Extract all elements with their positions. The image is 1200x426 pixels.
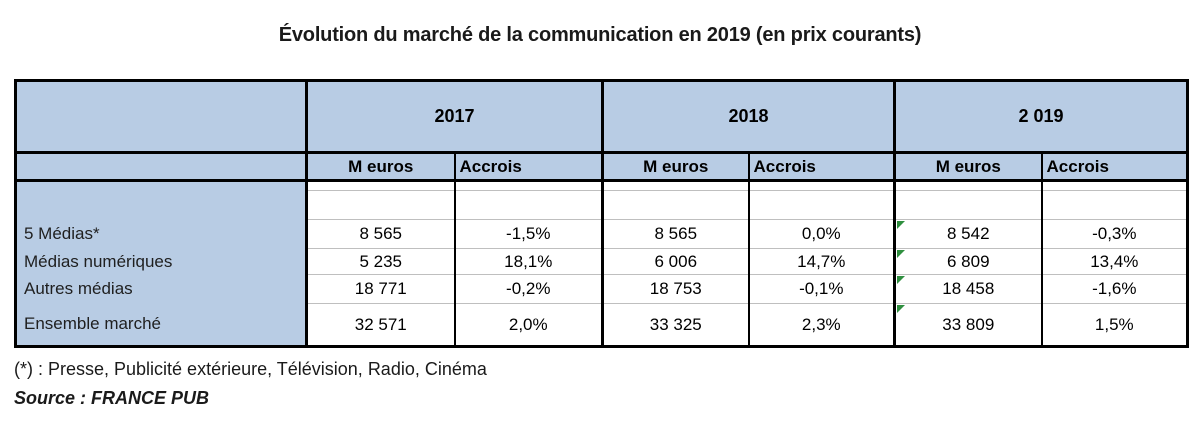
cell-flag-icon bbox=[897, 250, 906, 258]
spacer-cell bbox=[1040, 180, 1188, 191]
corner-cell bbox=[15, 80, 307, 154]
subheader-accrois-2017: Accrois bbox=[453, 152, 603, 182]
value-cell-2017-accrois: 2,0% bbox=[453, 303, 603, 347]
value-cell-2018-meuros: 8 565 bbox=[601, 219, 749, 249]
value-cell-2018-meuros: 33 325 bbox=[601, 303, 749, 347]
value-cell-2017-accrois: -1,5% bbox=[453, 219, 603, 249]
subheader-accrois-2019: Accrois bbox=[1040, 152, 1188, 182]
spacer-cell bbox=[453, 190, 603, 220]
row-label: Ensemble marché bbox=[15, 303, 307, 347]
value-cell-2019-accrois: 1,5% bbox=[1040, 303, 1188, 347]
page-title: Évolution du marché de la communication … bbox=[278, 24, 922, 46]
value-text: 8 542 bbox=[947, 224, 990, 243]
spacer-cell bbox=[747, 190, 895, 220]
year-header-row: 2017 2018 2 019 bbox=[15, 80, 1188, 154]
year-header-2019: 2 019 bbox=[893, 80, 1188, 154]
value-cell-2019-accrois: -1,6% bbox=[1040, 274, 1188, 304]
value-cell-2018-accrois: 14,7% bbox=[747, 248, 895, 275]
value-cell-2017-meuros: 18 771 bbox=[305, 274, 455, 304]
spacer-label-cell bbox=[15, 190, 307, 220]
row-label: 5 Médias* bbox=[15, 219, 307, 249]
value-cell-2017-meuros: 8 565 bbox=[305, 219, 455, 249]
spacer-label-cell bbox=[15, 180, 307, 191]
subheader-accrois-2018: Accrois bbox=[747, 152, 895, 182]
spacer-row bbox=[15, 190, 1188, 220]
source-note: Source : FRANCE PUB bbox=[14, 388, 210, 408]
year-header-2017: 2017 bbox=[304, 80, 603, 154]
value-text: 18 458 bbox=[942, 279, 995, 298]
value-cell-2017-accrois: -0,2% bbox=[453, 274, 603, 304]
subheader-meuros-2018: M euros bbox=[601, 152, 749, 182]
spacer-cell bbox=[305, 190, 455, 220]
cell-flag-icon bbox=[897, 276, 906, 284]
cell-flag-icon bbox=[897, 221, 906, 229]
subheader-meuros-2017: M euros bbox=[305, 152, 455, 182]
value-cell-2017-accrois: 18,1% bbox=[453, 248, 603, 275]
value-cell-2019-accrois: 13,4% bbox=[1040, 248, 1188, 275]
spacer-row bbox=[15, 180, 1188, 191]
spacer-cell bbox=[893, 180, 1042, 191]
value-cell-2017-meuros: 32 571 bbox=[305, 303, 455, 347]
sub-header-row: M euros Accrois M euros Accrois M euros … bbox=[15, 152, 1188, 182]
spacer-cell bbox=[893, 190, 1042, 220]
table-row-ensemble-marche: Ensemble marché 32 571 2,0% 33 325 2,3% … bbox=[15, 303, 1188, 347]
spacer-cell bbox=[453, 180, 603, 191]
communication-market-table: 2017 2018 2 019 M euros Accrois M euros … bbox=[14, 79, 1190, 348]
row-label: Médias numériques bbox=[15, 248, 307, 275]
value-cell-2018-accrois: -0,1% bbox=[747, 274, 895, 304]
spacer-cell bbox=[747, 180, 895, 191]
value-cell-2019-meuros: 18 458 bbox=[893, 274, 1042, 304]
footnote: (*) : Presse, Publicité extérieure, Télé… bbox=[14, 359, 487, 379]
corner-cell-sub bbox=[15, 152, 307, 182]
subheader-meuros-2019: M euros bbox=[893, 152, 1042, 182]
page: Évolution du marché de la communication … bbox=[0, 22, 1200, 426]
value-cell-2018-accrois: 0,0% bbox=[747, 219, 895, 249]
value-cell-2019-meuros: 6 809 bbox=[893, 248, 1042, 275]
spacer-cell bbox=[1040, 190, 1188, 220]
spacer-cell bbox=[305, 180, 455, 191]
table-row-5-medias: 5 Médias* 8 565 -1,5% 8 565 0,0% 8 542 -… bbox=[15, 219, 1188, 249]
spacer-cell bbox=[601, 180, 749, 191]
table-row-medias-numeriques: Médias numériques 5 235 18,1% 6 006 14,7… bbox=[15, 248, 1188, 275]
value-text: 6 809 bbox=[947, 251, 990, 271]
value-cell-2018-meuros: 18 753 bbox=[601, 274, 749, 304]
row-label: Autres médias bbox=[15, 274, 307, 304]
spacer-cell bbox=[601, 190, 749, 220]
value-cell-2019-accrois: -0,3% bbox=[1040, 219, 1188, 249]
value-cell-2017-meuros: 5 235 bbox=[305, 248, 455, 275]
year-header-2018: 2018 bbox=[601, 80, 895, 154]
value-cell-2018-accrois: 2,3% bbox=[747, 303, 895, 347]
value-text: 33 809 bbox=[942, 314, 995, 334]
cell-flag-icon bbox=[897, 305, 906, 313]
value-cell-2018-meuros: 6 006 bbox=[601, 248, 749, 275]
table-row-autres-medias: Autres médias 18 771 -0,2% 18 753 -0,1% … bbox=[15, 274, 1188, 304]
value-cell-2019-meuros: 33 809 bbox=[893, 303, 1042, 347]
value-cell-2019-meuros: 8 542 bbox=[893, 219, 1042, 249]
